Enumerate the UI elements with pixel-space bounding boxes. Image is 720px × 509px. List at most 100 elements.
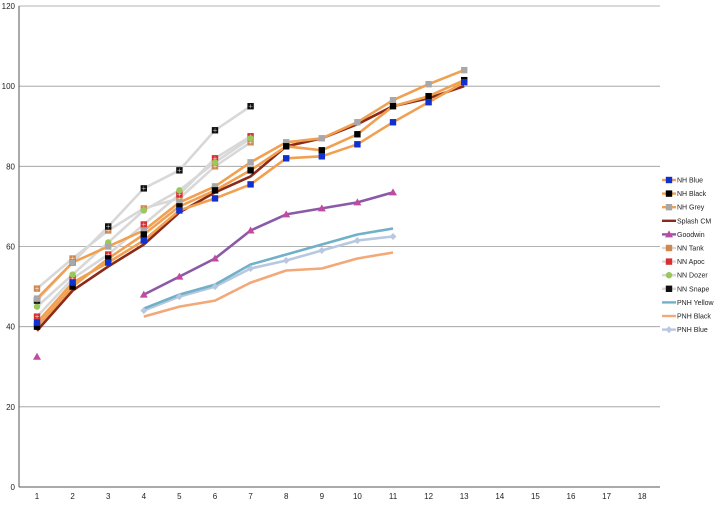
legend-label-nh-grey: NH Grey — [677, 205, 705, 212]
legend-label-nh-blue: NH Blue — [677, 178, 703, 185]
data-point-square — [211, 195, 219, 202]
data-point-triangle — [353, 198, 362, 206]
data-point-circle — [69, 271, 76, 278]
data-point-triangle — [246, 226, 255, 234]
series-markers — [33, 66, 468, 360]
data-point-square — [461, 78, 468, 86]
x-tick-label: 15 — [531, 492, 540, 501]
legend: NH Blue NH Black NH Grey Splash CM Goodwin NN… — [662, 176, 715, 334]
data-point-circle — [140, 207, 147, 214]
x-tick-label: 11 — [389, 492, 398, 501]
data-point-triangle — [282, 210, 291, 218]
legend-marker-nn-snape — [665, 285, 673, 292]
data-point-diamond — [282, 257, 290, 265]
data-point-square — [176, 207, 183, 214]
series-line-nn-snape — [36, 105, 252, 302]
x-tick-label: 4 — [142, 492, 147, 501]
legend-marker-nh-black — [665, 190, 673, 197]
legend-label-splash-cm: Splash CM — [677, 218, 711, 225]
y-tick-label: 20 — [6, 403, 15, 412]
data-point-square — [425, 92, 432, 100]
series-line-pnh-black — [143, 251, 394, 318]
x-tick-label: 17 — [602, 492, 611, 501]
data-point-square — [425, 80, 432, 88]
data-point-triangle — [389, 188, 397, 196]
series-line-nh-blue — [36, 81, 465, 324]
data-point-square — [105, 243, 112, 250]
data-point-square — [318, 147, 325, 154]
legend-label-nn-apoc: NN Apoc — [677, 259, 705, 266]
series-line-splash-cm — [36, 84, 465, 332]
x-tick-label: 5 — [177, 492, 182, 501]
y-tick-label: 0 — [11, 483, 16, 492]
data-point-square — [140, 227, 147, 234]
data-point-circle — [33, 303, 41, 310]
data-point-circle — [247, 135, 254, 142]
data-point-square — [105, 255, 112, 262]
data-point-square — [461, 66, 468, 74]
legend-label-nn-tank: NN Tank — [677, 246, 704, 253]
data-point-square — [354, 119, 361, 126]
y-tick-label: 60 — [6, 243, 15, 252]
data-point-square — [69, 283, 76, 290]
data-point-diamond — [211, 283, 219, 291]
data-point-square — [140, 231, 147, 238]
legend-label-pnh-black: PNH Black — [677, 314, 711, 321]
legend-marker-goodwin — [665, 230, 673, 238]
x-tick-label: 6 — [213, 492, 218, 501]
data-point-circle — [211, 159, 219, 166]
x-tick-label: 2 — [70, 492, 75, 501]
data-point-square — [69, 279, 76, 286]
data-point-square — [354, 141, 361, 148]
x-tick-label: 9 — [320, 492, 325, 501]
legend-marker-nn-dozer — [665, 272, 673, 279]
data-point-square — [389, 119, 397, 126]
data-point-square — [283, 139, 290, 146]
data-point-triangle — [211, 254, 219, 262]
data-point-square — [318, 153, 325, 160]
data-point-square — [33, 319, 41, 326]
legend-label-nn-dozer: NN Dozer — [677, 273, 708, 280]
legend-marker-nh-grey — [665, 204, 673, 211]
y-tick-label: 100 — [2, 82, 16, 91]
data-point-circle — [176, 187, 183, 194]
data-point-diamond — [353, 236, 361, 244]
legend-label-pnh-yellow: PNH Yellow — [677, 300, 715, 307]
data-point-square — [105, 259, 112, 266]
legend-marker-pnh-blue — [665, 326, 673, 334]
x-tick-label: 7 — [248, 492, 253, 501]
data-point-diamond — [247, 265, 255, 273]
y-tick-label: 80 — [6, 162, 15, 171]
data-point-triangle — [139, 290, 148, 298]
data-point-square — [354, 131, 361, 138]
data-point-diamond — [318, 247, 326, 255]
data-point-square — [389, 96, 397, 104]
legend-marker-nn-tank — [665, 244, 673, 252]
x-tick-label: 16 — [567, 492, 576, 501]
data-point-diamond — [389, 232, 397, 240]
x-tick-label: 14 — [495, 492, 504, 501]
data-point-square — [425, 99, 432, 106]
x-tick-label: 8 — [284, 492, 289, 501]
data-point-square — [247, 167, 254, 174]
x-tick-label: 12 — [424, 492, 433, 501]
data-point-square — [389, 103, 397, 110]
y-tick-label: 40 — [6, 323, 15, 332]
data-point-triangle — [317, 204, 326, 212]
legend-label-goodwin: Goodwin — [677, 232, 705, 239]
data-point-square — [211, 187, 219, 194]
data-point-diamond — [140, 307, 148, 315]
data-point-square — [283, 155, 290, 162]
data-point-triangle — [175, 272, 184, 280]
series-line-pnh-yellow — [143, 227, 394, 310]
x-tick-label: 3 — [106, 492, 111, 501]
data-point-square — [283, 143, 290, 150]
legend-marker-nh-blue — [665, 176, 673, 184]
series-line-pnh-blue — [143, 235, 394, 312]
data-point-square — [176, 199, 183, 206]
data-point-square — [176, 203, 183, 210]
y-tick-label: 120 — [2, 2, 16, 11]
x-tick-label: 18 — [638, 492, 647, 501]
